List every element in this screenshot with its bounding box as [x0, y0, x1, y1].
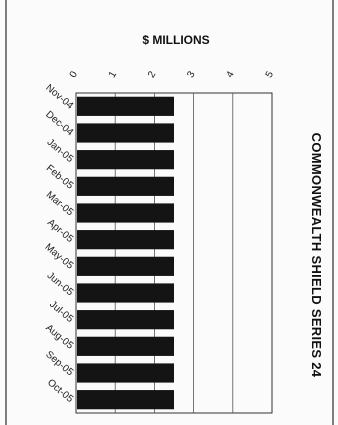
bar: [77, 390, 174, 410]
x-tick-label: 2: [146, 69, 159, 80]
bar: [77, 283, 174, 303]
x-axis-tick-labels: 0 1 2 3 4 5: [68, 69, 277, 80]
bar: [77, 96, 174, 116]
category-label: Jan-05: [45, 137, 76, 165]
category-labels: Nov-04Dec-04Jan-05Feb-05Mar-05Apr-05May-…: [43, 82, 76, 405]
bar: [77, 203, 174, 223]
bar: [77, 256, 174, 276]
category-label: Feb-05: [44, 163, 76, 192]
side-title: COMMONWEALTH SHIELD SERIES 24: [309, 133, 324, 378]
bar: [77, 363, 174, 383]
category-label: Mar-05: [44, 190, 76, 219]
bar: [77, 310, 174, 330]
plot-frame: [75, 92, 273, 414]
x-tick-label: 1: [107, 69, 120, 80]
plot-area: [75, 92, 273, 414]
category-label: Sep-05: [43, 349, 75, 378]
bar: [77, 336, 174, 356]
x-tick-label: 5: [264, 69, 277, 80]
x-tick-label: 4: [224, 69, 237, 80]
bar: [77, 176, 174, 196]
chart-title: $ MILLIONS: [142, 33, 209, 47]
x-tick-label: 0: [68, 69, 81, 80]
category-label: Dec-04: [43, 109, 75, 138]
bar: [77, 230, 174, 250]
category-label: Jul-05: [47, 299, 75, 325]
category-label: Jun-05: [45, 270, 76, 298]
category-label: Nov-04: [43, 82, 75, 111]
category-label: Oct-05: [45, 377, 75, 405]
x-tick-label: 3: [185, 69, 198, 80]
category-label: May-05: [43, 242, 76, 272]
category-label: Aug-05: [43, 322, 75, 351]
bar: [77, 123, 174, 143]
bar: [77, 150, 174, 170]
